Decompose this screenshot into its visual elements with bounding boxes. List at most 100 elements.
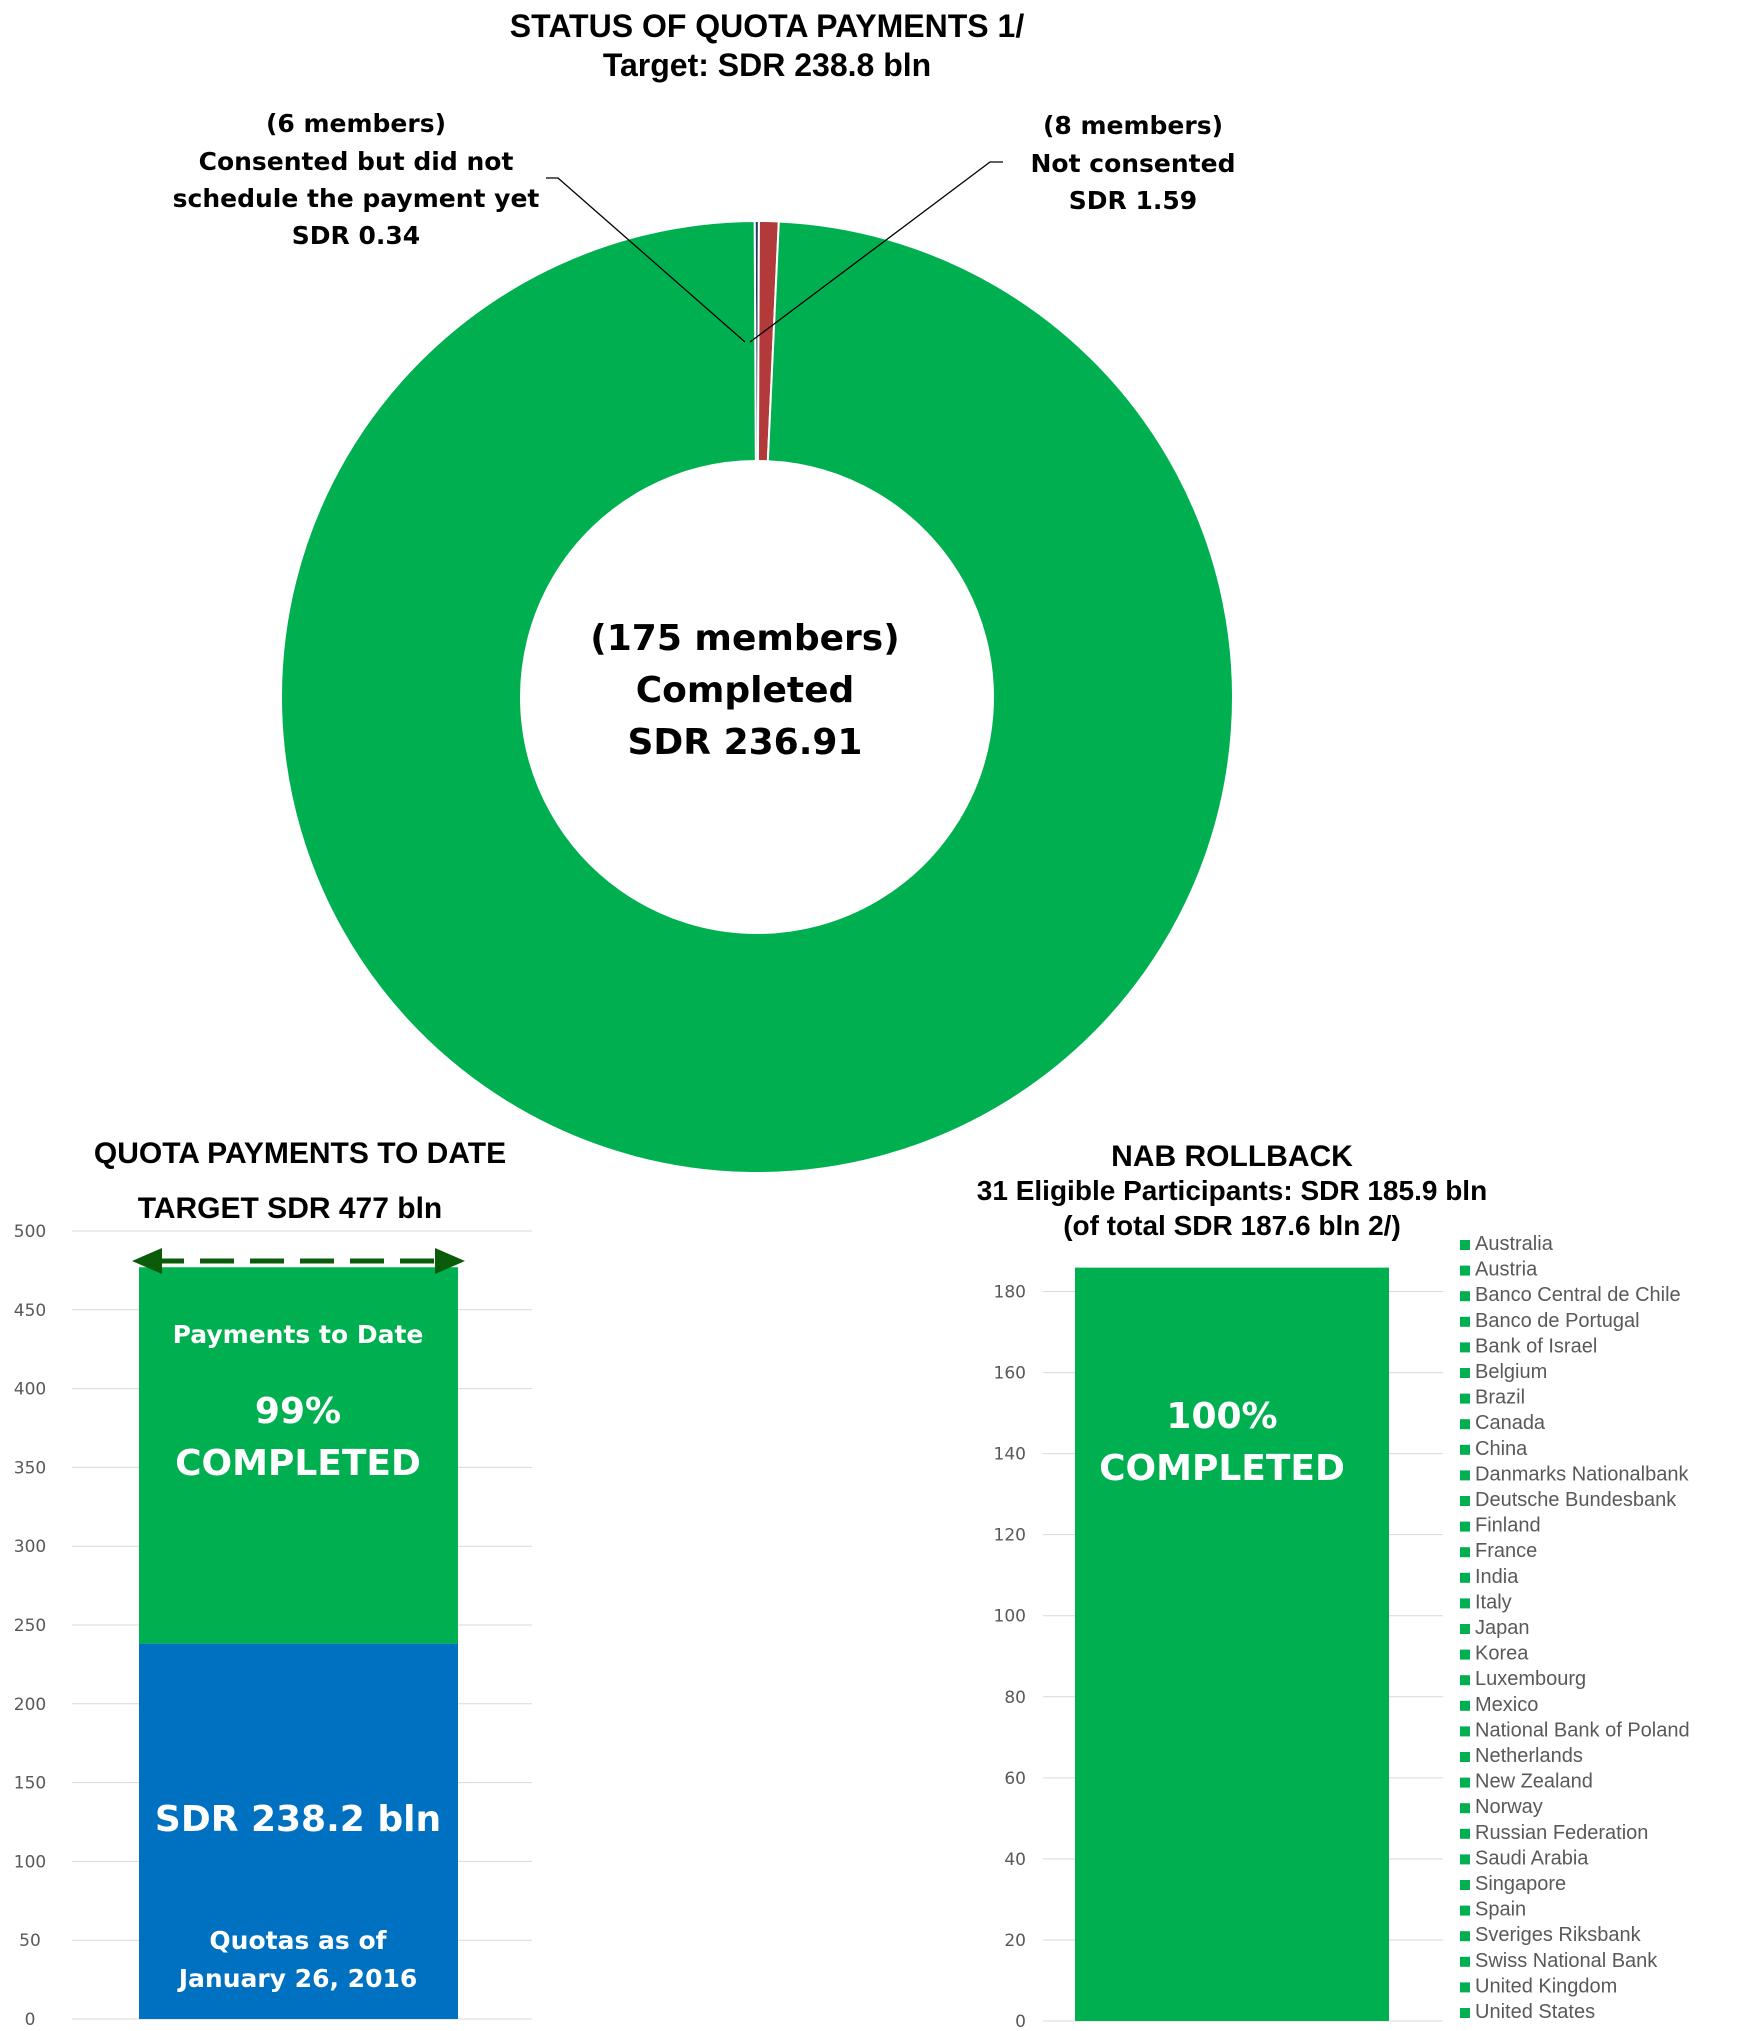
y-tick-label: 0 (1015, 2012, 1026, 2031)
target-arrow (132, 1248, 465, 1274)
legend-swatch (1460, 1752, 1470, 1762)
quota-bar-segment-quotas (139, 1643, 458, 2019)
quota-bar-chart: QUOTA PAYMENTS TO DATE TARGET SDR 477 bl… (14, 1137, 532, 2030)
y-tick-label: 0 (25, 2010, 36, 2030)
y-tick-label: 100 (14, 1852, 46, 1872)
legend-item: Finland (1460, 1515, 1541, 1537)
y-tick-label: 250 (14, 1616, 46, 1636)
donut-chart: STATUS OF QUOTA PAYMENTS 1/ Target: SDR … (173, 8, 1235, 1174)
donut-title: STATUS OF QUOTA PAYMENTS 1/ (510, 8, 1025, 44)
completed-value-label: SDR 236.91 (628, 722, 863, 763)
legend-label: France (1475, 1540, 1537, 1562)
y-tick-label: 450 (14, 1301, 46, 1321)
legend-item: Bank of Israel (1460, 1335, 1597, 1357)
legend-swatch (1460, 1240, 1470, 1250)
legend-item: Italy (1460, 1591, 1512, 1613)
legend-label: Italy (1475, 1591, 1512, 1613)
legend-label: China (1475, 1438, 1528, 1460)
legend-swatch (1460, 2008, 1470, 2018)
legend-label: Brazil (1475, 1387, 1525, 1409)
legend-label: Canada (1475, 1412, 1546, 1434)
y-tick-label: 20 (1004, 1931, 1026, 1951)
consented-leader-line (546, 177, 746, 343)
legend-item: Luxembourg (1460, 1668, 1586, 1690)
legend-swatch (1460, 1726, 1470, 1737)
legend-swatch (1460, 1316, 1470, 1327)
legend-label: Korea (1475, 1643, 1529, 1665)
legend-swatch (1460, 1649, 1470, 1660)
legend-label: Singapore (1475, 1873, 1566, 1895)
y-tick-label: 500 (14, 1222, 46, 1242)
legend-swatch (1460, 1931, 1470, 1942)
legend-label: Russian Federation (1475, 1822, 1648, 1844)
legend-item: Japan (1460, 1617, 1530, 1639)
legend-item: Netherlands (1460, 1745, 1583, 1767)
quota-bar-subtitle: TARGET SDR 477 bln (138, 1192, 442, 1225)
y-tick-label: 180 (994, 1283, 1026, 1303)
legend-label: Swiss National Bank (1475, 1950, 1658, 1972)
legend-label: Belgium (1475, 1361, 1547, 1383)
legend-swatch (1460, 1444, 1470, 1455)
y-tick-label: 350 (14, 1458, 46, 1478)
legend-label: Mexico (1475, 1694, 1538, 1716)
legend-label: Luxembourg (1475, 1668, 1586, 1690)
legend-item: Deutsche Bundesbank (1460, 1489, 1677, 1511)
y-tick-label: 160 (994, 1364, 1026, 1384)
legend-swatch (1460, 1880, 1470, 1890)
consented-name-line1: Consented but did not (199, 147, 514, 176)
nab-y-axis: 0 20 40 60 80 100 120 140 160 180 (994, 1283, 1026, 2031)
nab-percent-label: 100% (1166, 1396, 1277, 1437)
legend-item: Saudi Arabia (1460, 1847, 1589, 1869)
legend-label: Finland (1475, 1515, 1541, 1537)
donut-slices (280, 219, 1235, 1174)
legend-swatch (1460, 1828, 1470, 1839)
legend-item: Canada (1460, 1412, 1546, 1434)
legend-label: Danmarks Nationalbank (1475, 1463, 1689, 1485)
consented-name-line2: schedule the payment yet (173, 184, 540, 213)
legend-swatch (1460, 1470, 1470, 1481)
legend-swatch (1460, 1521, 1470, 1532)
y-tick-label: 140 (994, 1445, 1026, 1465)
completed-members-label: (175 members) (590, 618, 899, 659)
legend-item: France (1460, 1540, 1537, 1562)
legend-item: Spain (1460, 1899, 1526, 1921)
nab-bars (1075, 1267, 1389, 2021)
nab-completed-label: COMPLETED (1099, 1448, 1345, 1489)
consented-members-label: (6 members) (266, 109, 446, 138)
legend-item: China (1460, 1438, 1528, 1460)
legend-label: Austria (1475, 1259, 1538, 1281)
y-tick-label: 60 (1004, 1769, 1026, 1789)
legend-swatch (1460, 1803, 1470, 1814)
legend-label: Spain (1475, 1899, 1526, 1921)
legend-label: Banco Central de Chile (1475, 1284, 1681, 1306)
quota-value-label: SDR 238.2 bln (155, 1799, 441, 1840)
legend-swatch (1460, 1905, 1470, 1916)
quota-bars (139, 1267, 458, 2019)
legend-label: Bank of Israel (1475, 1335, 1597, 1357)
legend-label: Netherlands (1475, 1745, 1583, 1767)
y-tick-label: 40 (1004, 1850, 1026, 1870)
legend-item: Singapore (1460, 1873, 1566, 1895)
y-tick-label: 300 (14, 1537, 46, 1557)
quota-bar-segment-payments (139, 1267, 458, 1644)
legend-swatch (1460, 1572, 1470, 1583)
nab-subtitle-line1: 31 Eligible Participants: SDR 185.9 bln (977, 1175, 1487, 1206)
percent-completed-label: 99% (255, 1391, 341, 1432)
donut-slice-completed (280, 219, 1235, 1174)
legend-label: India (1475, 1566, 1519, 1588)
legend-swatch (1460, 1624, 1470, 1634)
legend-item: Swiss National Bank (1460, 1950, 1658, 1972)
quotas-asof-label: Quotas as of (209, 1926, 387, 1955)
legend-item: Austria (1460, 1259, 1538, 1281)
legend-label: Australia (1475, 1233, 1554, 1255)
legend-label: National Bank of Poland (1475, 1719, 1690, 1741)
legend-swatch (1460, 1342, 1470, 1353)
legend-swatch (1460, 1598, 1470, 1609)
y-tick-label: 80 (1004, 1688, 1026, 1708)
legend-item: Banco Central de Chile (1460, 1284, 1681, 1306)
consented-value-label: SDR 0.34 (292, 221, 420, 250)
notconsented-members-label: (8 members) (1043, 111, 1223, 140)
legend-swatch (1460, 1547, 1470, 1558)
payments-to-date-label: Payments to Date (173, 1320, 424, 1349)
legend-item: Brazil (1460, 1387, 1525, 1409)
